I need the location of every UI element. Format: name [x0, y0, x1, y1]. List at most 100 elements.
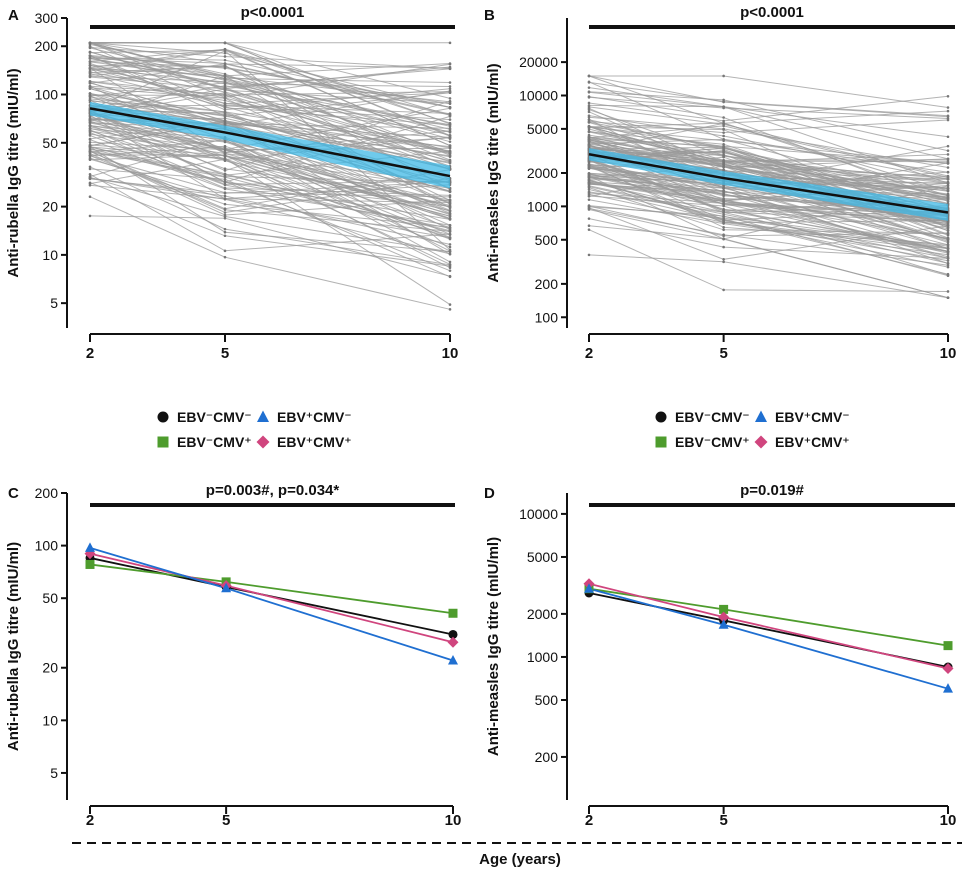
individual-point — [722, 121, 725, 125]
y-tick-label: 10 — [42, 247, 58, 263]
x-tick-label: 10 — [442, 345, 459, 362]
individual-point — [223, 77, 227, 80]
y-axis-label: Anti-measles IgG titre (mIU/ml) — [485, 537, 502, 756]
individual-point — [223, 140, 227, 144]
y-axis-label: Anti-rubella IgG titre (mIU/ml) — [5, 68, 22, 277]
individual-point — [946, 199, 950, 203]
individual-point — [88, 173, 92, 176]
individual-point — [946, 262, 950, 265]
individual-point — [223, 167, 227, 170]
individual-point — [722, 128, 725, 131]
individual-point — [587, 127, 591, 131]
individual-line — [588, 96, 949, 119]
legend-label: EBV⁺CMV⁻ — [775, 409, 850, 425]
individual-point — [722, 98, 725, 102]
individual-point — [722, 134, 725, 138]
individual-point — [223, 51, 227, 55]
individual-point — [88, 118, 92, 121]
individual-point — [223, 112, 227, 116]
individual-point — [223, 211, 227, 214]
individual-point — [223, 197, 227, 201]
data-point — [448, 655, 458, 665]
individual-point — [223, 249, 227, 253]
legend-item: EBV⁻CMV⁺ — [157, 434, 252, 450]
individual-point — [722, 288, 725, 292]
x-tick-label: 5 — [222, 812, 230, 829]
individual-point — [223, 102, 227, 106]
x-tick-label: 5 — [221, 345, 229, 362]
individual-point — [722, 218, 725, 222]
x-tick-label: 10 — [940, 812, 957, 829]
individual-point — [946, 135, 950, 139]
legend-label: EBV⁻CMV⁺ — [675, 434, 750, 450]
y-tick-label: 5000 — [527, 121, 558, 137]
individual-point — [223, 114, 227, 118]
individual-point — [223, 207, 227, 210]
individual-point — [448, 128, 452, 131]
individual-point — [587, 138, 591, 142]
individual-point — [223, 41, 227, 45]
individual-point — [587, 120, 591, 123]
individual-point — [722, 119, 725, 123]
individual-point — [587, 194, 591, 198]
legend-right: EBV⁻CMV⁻ EBV⁺CMV⁻ EBV⁻CMV⁺ EBV⁺CMV⁺ — [655, 409, 850, 450]
individual-point — [88, 95, 92, 99]
individual-line — [589, 75, 949, 108]
individual-point — [587, 144, 591, 148]
individual-point — [722, 260, 725, 264]
individual-point — [88, 129, 92, 133]
mean-trend-line — [89, 107, 451, 178]
individual-trajectories — [587, 74, 950, 300]
individual-point — [722, 208, 725, 211]
data-point — [943, 641, 953, 651]
y-tick-label: 300 — [35, 10, 59, 26]
individual-point — [722, 190, 725, 194]
individual-point — [223, 175, 227, 178]
individual-point — [587, 114, 591, 117]
individual-point — [722, 155, 725, 159]
individual-point — [223, 62, 227, 66]
individual-point — [88, 125, 92, 129]
individual-point — [88, 150, 92, 153]
individual-point — [946, 250, 950, 253]
individual-point — [448, 236, 452, 239]
individual-point — [587, 224, 591, 228]
series-line — [588, 587, 949, 690]
individual-point — [223, 187, 227, 191]
individual-point — [722, 193, 725, 196]
individual-point — [587, 81, 591, 84]
individual-point — [448, 249, 452, 253]
individual-point — [88, 176, 92, 180]
individual-point — [88, 167, 92, 171]
individual-point — [448, 85, 452, 88]
individual-point — [223, 154, 227, 158]
individual-point — [722, 159, 725, 162]
individual-point — [448, 87, 452, 91]
y-tick-label: 20000 — [519, 54, 558, 70]
individual-point — [946, 170, 950, 174]
individual-point — [223, 86, 227, 89]
individual-point — [223, 191, 227, 195]
y-tick-label: 100 — [535, 309, 559, 325]
individual-point — [587, 86, 591, 89]
x-tick-label: 5 — [719, 345, 727, 362]
individual-point — [946, 184, 950, 188]
individual-point — [587, 74, 591, 78]
individual-point — [448, 118, 452, 121]
x-tick-label: 10 — [940, 345, 957, 362]
y-tick-label: 50 — [42, 135, 58, 151]
y-tick-label: 500 — [535, 692, 559, 708]
individual-point — [448, 190, 452, 193]
individual-point — [722, 234, 725, 238]
individual-point — [946, 272, 950, 276]
individual-point — [587, 110, 591, 114]
individual-point — [722, 149, 725, 153]
individual-point — [448, 67, 452, 71]
data-point — [755, 410, 767, 422]
individual-point — [946, 189, 950, 192]
data-point — [448, 608, 458, 618]
individual-point — [448, 263, 452, 267]
p-value-label: p<0.0001 — [241, 4, 305, 21]
